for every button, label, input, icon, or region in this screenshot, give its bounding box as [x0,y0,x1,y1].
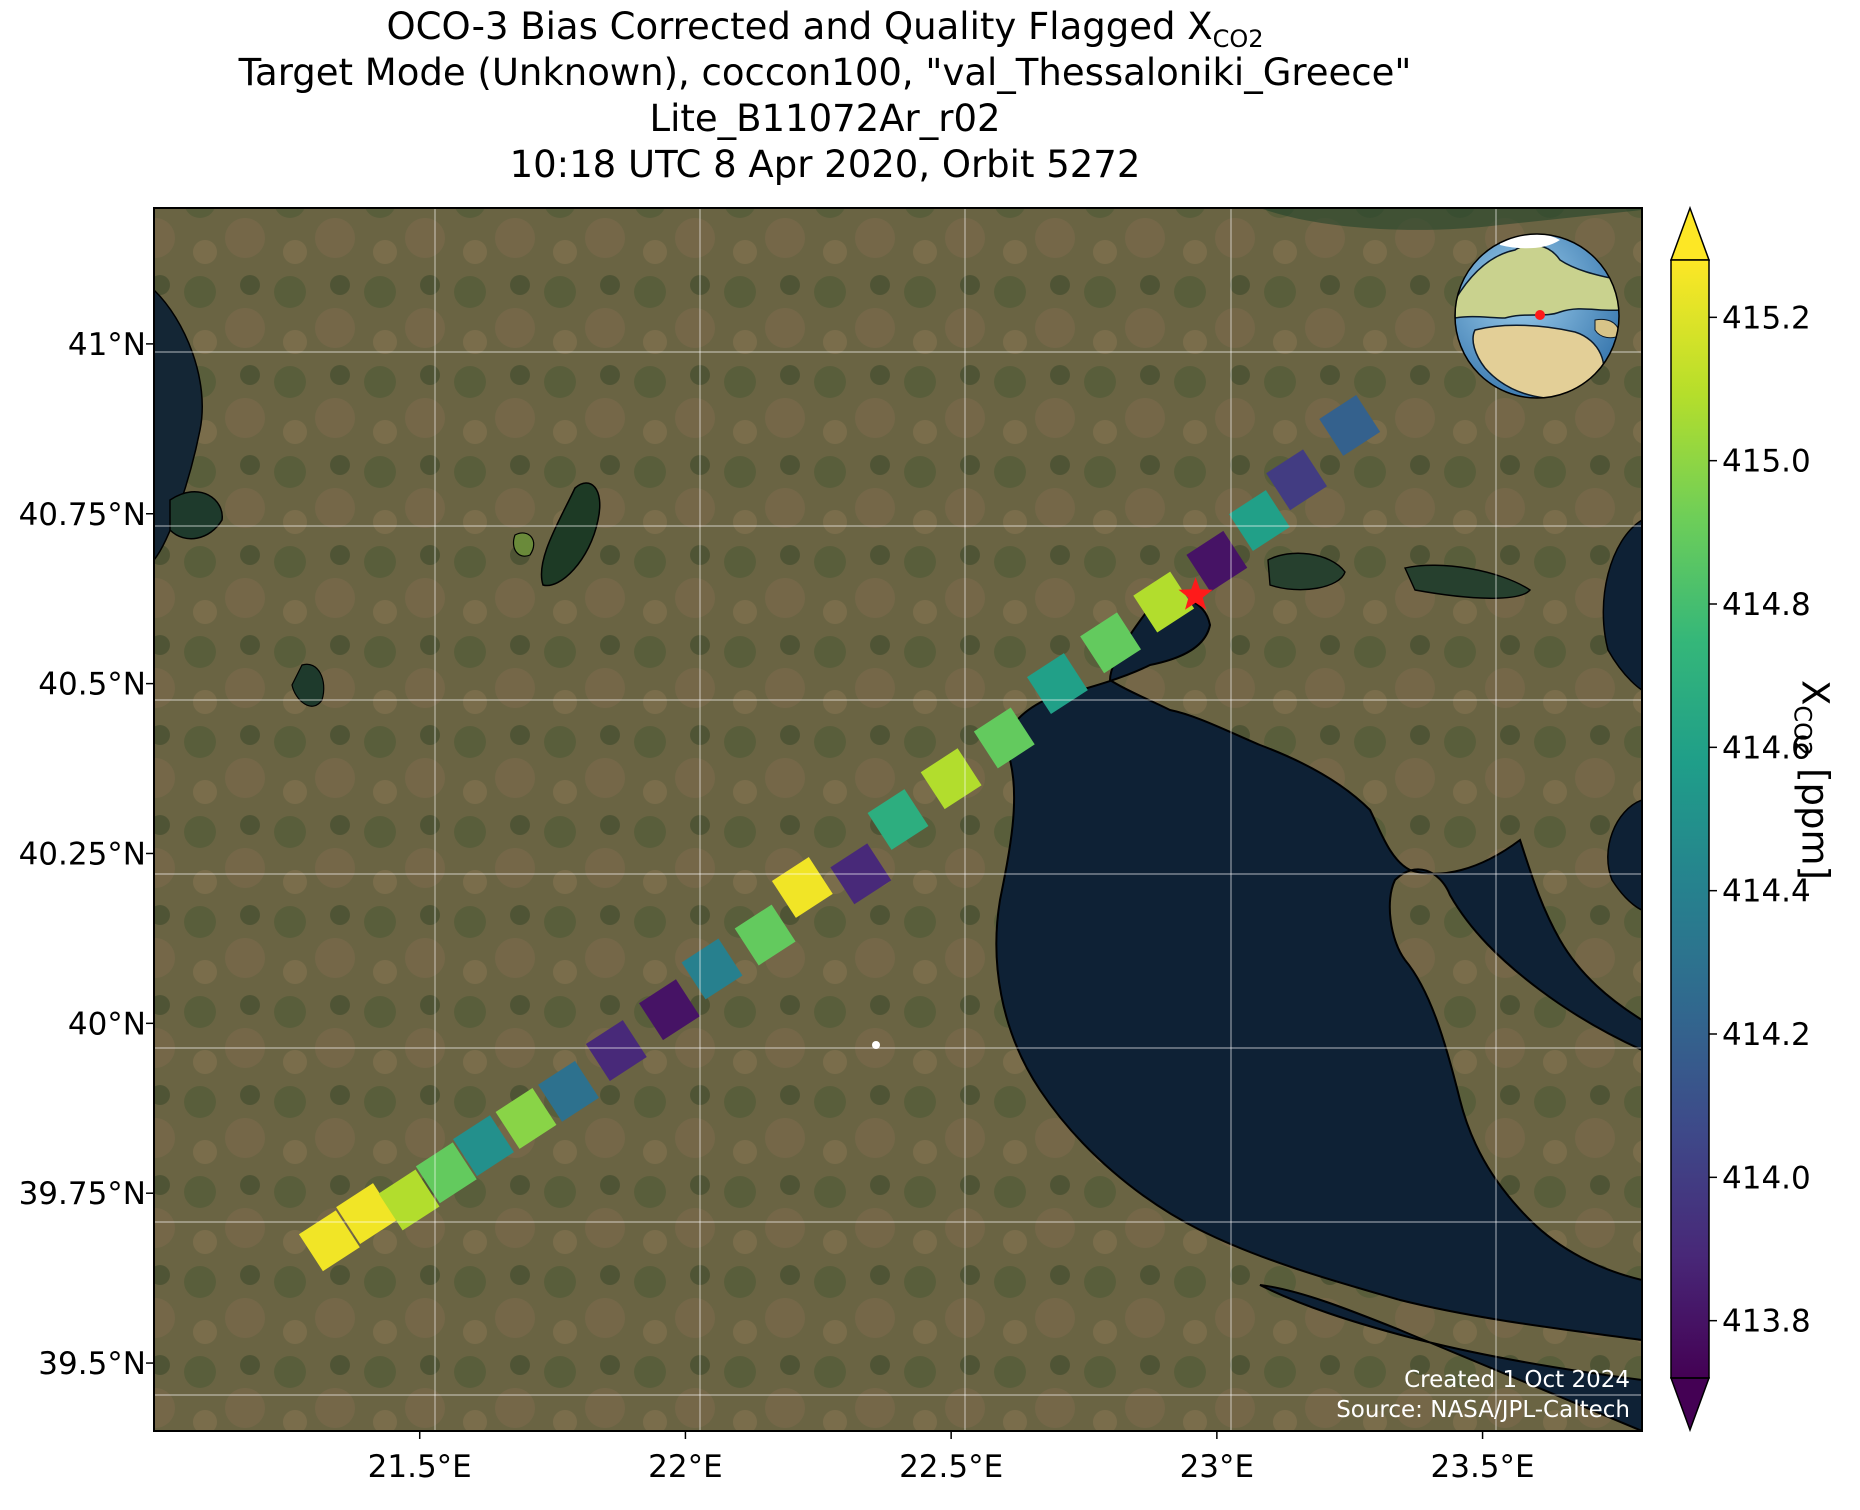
lat-tick-label: 40.5°N [38,667,146,703]
longitude-ticks: 21.5°E 22°E 22.5°E 23°E 23.5°E [368,1431,1535,1485]
swath-sounding [453,1115,514,1177]
target-site-star [1178,577,1213,610]
swath-sounding [1133,571,1195,633]
swath-sounding [639,979,700,1041]
map-title: OCO-3 Bias Corrected and Quality Flagged… [0,4,1650,188]
swath-sounding [681,938,743,1000]
swath-sounding [298,1210,360,1272]
lon-tick-label: 23°E [1180,1449,1255,1485]
swath-sounding [495,1088,557,1149]
credit-source: Source: NASA/JPL-Caltech [1336,1397,1630,1423]
colorbar-tick-label: 415.2 [1722,300,1811,336]
colorbar-extend-min [1669,1377,1711,1433]
map-frame [153,207,1643,1432]
colorbar-tick-label: 414.4 [1722,874,1811,910]
globe-arabia [1594,318,1619,339]
lat-tick-label: 39.75°N [19,1176,146,1212]
credit-created: Created 1 Oct 2024 [1404,1367,1630,1393]
colorbar-label: XCO2 [ppm] [1788,680,1837,880]
lat-tick-label: 40.75°N [19,497,146,533]
inset-globe [1454,233,1620,399]
lake-petron [512,532,535,557]
swath-sounding [1080,612,1142,674]
colorbar-tick-label: 414.6 [1722,730,1811,766]
swath-sounding [920,748,982,810]
swath-sounding [415,1142,477,1204]
title-line-1: OCO-3 Bias Corrected and Quality Flagged… [386,5,1264,53]
swath-sounding [336,1183,398,1245]
swath-sounding [771,857,833,918]
lon-tick-label: 22.5°E [899,1449,1003,1485]
colorbar-tick-label: 415.0 [1722,444,1811,480]
title-line-3: Lite_B11072Ar_r02 [649,97,1001,140]
forest-north [1260,208,1642,230]
lat-tick-label: 41°N [68,327,146,363]
map-gridlines [154,208,1642,1431]
lat-tick-label: 40°N [68,1006,146,1042]
colorbar-gradient [1671,260,1709,1378]
colorbar-extend-max [1669,205,1711,261]
globe-outline [1454,233,1620,399]
lake-koroneia [1267,552,1346,591]
lon-tick-label: 22°E [648,1449,723,1485]
lake-prespa [169,490,223,540]
latitude-ticks: 39.5°N 39.75°N 40°N 40.25°N 40.5°N 40.75°N 41°… [19,327,154,1382]
swath-sounding [538,1060,599,1122]
title-line-4: 10:18 UTC 8 Apr 2020, Orbit 5272 [509,143,1141,186]
swath-sounding [867,789,929,850]
swath-sounding [734,904,796,966]
lake-ohrid [154,288,203,562]
snow-peak [872,1041,880,1049]
colorbar: 413.8 414.0 414.2 414.4 414.6 414.8 415.0 415.2 [1669,205,1811,1433]
colorbar-frame [1670,259,1710,1379]
globe-europe [1455,244,1619,319]
swath-sounding [585,1020,647,1081]
lake-volvi [1404,564,1532,599]
swath-sounding [378,1169,440,1231]
lake-vegoritida [540,482,601,587]
swath-sounding [1228,490,1290,551]
strymonian-gulf [1602,519,1642,691]
lat-tick-label: 39.5°N [38,1346,146,1382]
colorbar-tick-label: 413.8 [1722,1304,1811,1340]
swath-sounding [1319,394,1381,456]
lat-tick-label: 40.25°N [19,836,146,872]
swath-sounding [1026,653,1088,715]
colorbar-tick-label: 414.8 [1722,587,1811,623]
singitic-gulf [1607,799,1642,911]
globe-target-marker [1535,310,1545,320]
title-line-2: Target Mode (Unknown), coccon100, "val_T… [238,51,1412,94]
colorbar-tick-label: 414.0 [1722,1160,1811,1196]
swath-sounding [1186,530,1248,592]
swath-sounding [973,707,1035,769]
lon-tick-label: 21.5°E [368,1449,472,1485]
swath-sounding [1266,449,1328,511]
colorbar-tick-label: 414.2 [1722,1017,1811,1053]
lon-tick-label: 23.5°E [1431,1449,1535,1485]
xco2-swath [298,394,1381,1272]
colorbar-ticks: 413.8 414.0 414.2 414.4 414.6 414.8 415.0 415.2 [1709,300,1811,1340]
